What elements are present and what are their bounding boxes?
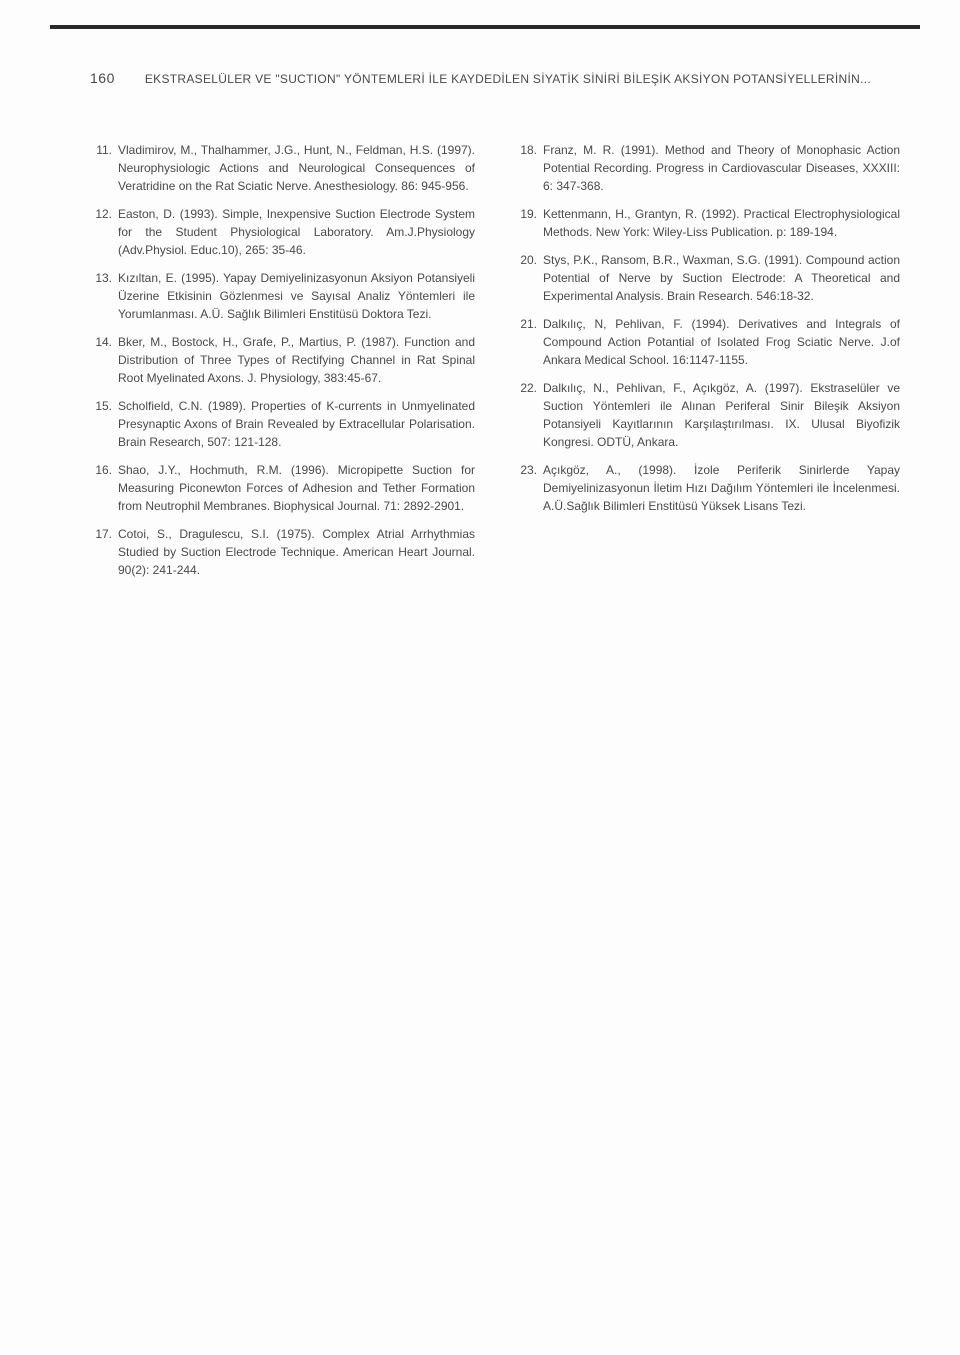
- reference-item: 14. Bker, M., Bostock, H., Grafe, P., Mar…: [90, 333, 475, 387]
- reference-number: 18.: [515, 141, 537, 195]
- reference-item: 17. Cotoi, S., Dragulescu, S.I. (1975). C…: [90, 525, 475, 579]
- reference-text: Stys, P.K., Ransom, B.R., Waxman, S.G. (…: [543, 251, 900, 305]
- reference-item: 16. Shao, J.Y., Hochmuth, R.M. (1996). Mi…: [90, 461, 475, 515]
- reference-number: 20.: [515, 251, 537, 305]
- top-horizontal-rule: [50, 25, 920, 29]
- reference-number: 21.: [515, 315, 537, 369]
- reference-number: 11.: [90, 141, 112, 195]
- reference-item: 13. Kızıltan, E. (1995). Yapay Demiyelini…: [90, 269, 475, 323]
- reference-number: 16.: [90, 461, 112, 515]
- reference-number: 19.: [515, 205, 537, 241]
- reference-text: Franz, M. R. (1991). Method and Theory o…: [543, 141, 900, 195]
- left-column: 11. Vladimirov, M., Thalhammer, J.G., Hun…: [90, 141, 475, 589]
- reference-number: 13.: [90, 269, 112, 323]
- reference-item: 21. Dalkılıç, N, Pehlivan, F. (1994). Der…: [515, 315, 900, 369]
- reference-text: Kettenmann, H., Grantyn, R. (1992). Prac…: [543, 205, 900, 241]
- reference-text: Scholfield, C.N. (1989). Properties of K…: [118, 397, 475, 451]
- reference-text: Kızıltan, E. (1995). Yapay Demiyelinizas…: [118, 269, 475, 323]
- reference-item: 11. Vladimirov, M., Thalhammer, J.G., Hun…: [90, 141, 475, 195]
- reference-number: 14.: [90, 333, 112, 387]
- page-header: 160 EKSTRASELÜLER VE "SUCTION" YÖNTEMLER…: [90, 70, 900, 86]
- reference-text: Bker, M., Bostock, H., Grafe, P., Martiu…: [118, 333, 475, 387]
- reference-item: 18. Franz, M. R. (1991). Method and Theor…: [515, 141, 900, 195]
- reference-item: 15. Scholfield, C.N. (1989). Properties o…: [90, 397, 475, 451]
- reference-text: Açıkgöz, A., (1998). İzole Periferik Sin…: [543, 461, 900, 515]
- reference-list-left: 11. Vladimirov, M., Thalhammer, J.G., Hun…: [90, 141, 475, 579]
- reference-columns: 11. Vladimirov, M., Thalhammer, J.G., Hun…: [90, 141, 900, 589]
- reference-text: Cotoi, S., Dragulescu, S.I. (1975). Comp…: [118, 525, 475, 579]
- page-container: 160 EKSTRASELÜLER VE "SUCTION" YÖNTEMLER…: [0, 0, 960, 1355]
- reference-text: Dalkılıç, N, Pehlivan, F. (1994). Deriva…: [543, 315, 900, 369]
- reference-number: 23.: [515, 461, 537, 515]
- reference-item: 23. Açıkgöz, A., (1998). İzole Periferik …: [515, 461, 900, 515]
- reference-item: 12. Easton, D. (1993). Simple, Inexpensiv…: [90, 205, 475, 259]
- reference-number: 15.: [90, 397, 112, 451]
- reference-text: Dalkılıç, N., Pehlivan, F., Açıkgöz, A. …: [543, 379, 900, 451]
- reference-list-right: 18. Franz, M. R. (1991). Method and Theor…: [515, 141, 900, 515]
- reference-text: Shao, J.Y., Hochmuth, R.M. (1996). Micro…: [118, 461, 475, 515]
- page-number: 160: [90, 70, 115, 86]
- right-column: 18. Franz, M. R. (1991). Method and Theor…: [515, 141, 900, 589]
- reference-number: 17.: [90, 525, 112, 579]
- reference-item: 19. Kettenmann, H., Grantyn, R. (1992). P…: [515, 205, 900, 241]
- reference-text: Vladimirov, M., Thalhammer, J.G., Hunt, …: [118, 141, 475, 195]
- running-title: EKSTRASELÜLER VE "SUCTION" YÖNTEMLERİ İL…: [145, 72, 871, 86]
- reference-number: 12.: [90, 205, 112, 259]
- reference-item: 20. Stys, P.K., Ransom, B.R., Waxman, S.G…: [515, 251, 900, 305]
- reference-text: Easton, D. (1993). Simple, Inexpensive S…: [118, 205, 475, 259]
- reference-number: 22.: [515, 379, 537, 451]
- reference-item: 22. Dalkılıç, N., Pehlivan, F., Açıkgöz, …: [515, 379, 900, 451]
